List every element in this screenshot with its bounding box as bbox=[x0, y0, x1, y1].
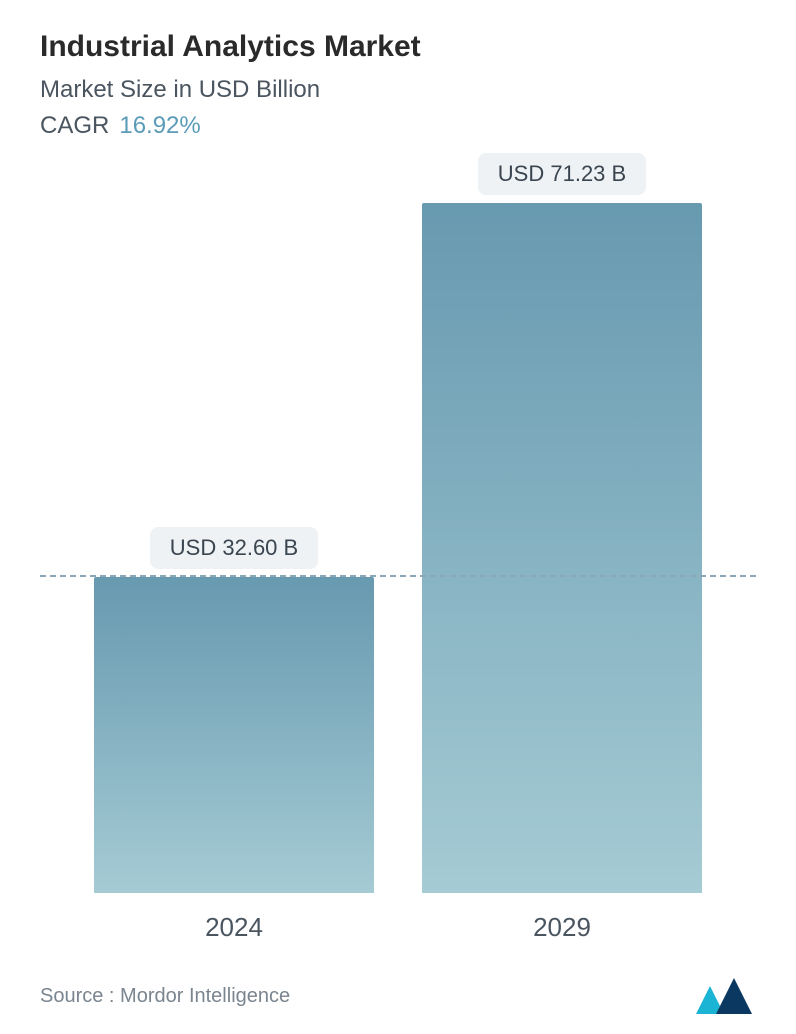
cagr-label: CAGR bbox=[40, 112, 109, 139]
source-text: Source : Mordor Intelligence bbox=[40, 985, 290, 1008]
bar-group: USD 71.23 B bbox=[422, 153, 702, 893]
chart-area: USD 32.60 BUSD 71.23 B 2024 2029 bbox=[40, 170, 756, 953]
brand-logo bbox=[696, 978, 756, 1014]
x-axis-label: 2024 bbox=[94, 912, 374, 943]
cagr-value: 16.92% bbox=[119, 112, 200, 139]
bars-container: USD 32.60 BUSD 71.23 B bbox=[40, 170, 756, 893]
bar-value-label: USD 32.60 B bbox=[150, 527, 318, 569]
x-axis-label: 2029 bbox=[422, 912, 702, 943]
bar bbox=[94, 577, 374, 893]
chart-container: Industrial Analytics Market Market Size … bbox=[0, 0, 796, 1034]
chart-title: Industrial Analytics Market bbox=[40, 30, 756, 64]
bar-value-label: USD 71.23 B bbox=[478, 153, 646, 195]
cagr-row: CAGR 16.92% bbox=[40, 112, 756, 140]
logo-icon bbox=[696, 978, 756, 1014]
chart-footer: Source : Mordor Intelligence bbox=[40, 963, 756, 1014]
x-axis-labels: 2024 2029 bbox=[40, 912, 756, 943]
reference-line bbox=[40, 575, 756, 577]
chart-subtitle: Market Size in USD Billion bbox=[40, 76, 756, 104]
bar bbox=[422, 203, 702, 893]
bar-group: USD 32.60 B bbox=[94, 527, 374, 893]
